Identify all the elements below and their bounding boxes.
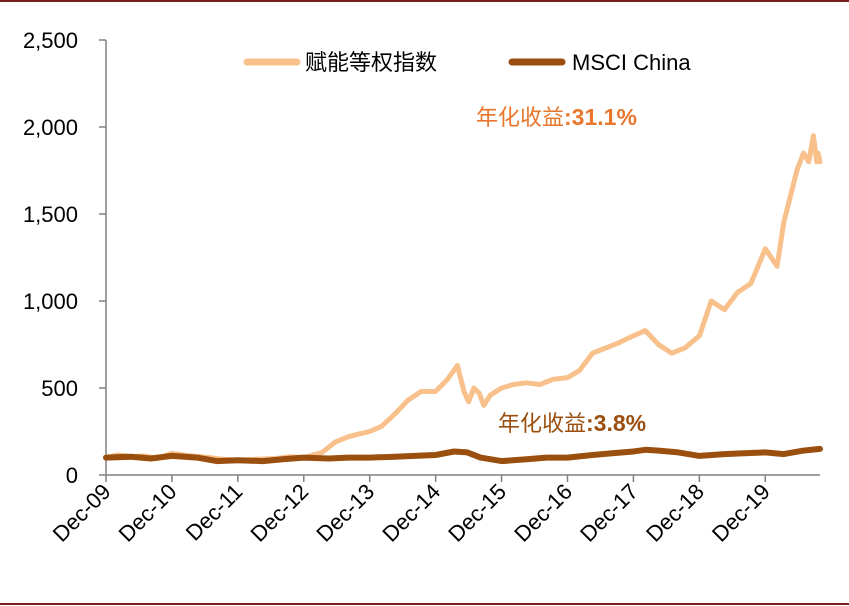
x-tick-label: Dec-11 — [181, 479, 248, 546]
y-tick-label: 1,500 — [23, 202, 78, 227]
x-tick-label: Dec-15 — [443, 479, 511, 547]
y-tick-label: 2,500 — [23, 28, 78, 53]
x-tick-label: Dec-16 — [509, 479, 577, 547]
x-tick-label: Dec-14 — [377, 479, 445, 547]
annotation-fuzheng-return: 年化收益:31.1% — [476, 104, 637, 130]
series-line-fuzheng — [103, 133, 823, 463]
y-tick-label: 1,000 — [23, 289, 78, 314]
x-tick-label: Dec-19 — [707, 479, 775, 547]
annotation-msci-label: 年化收益 — [498, 411, 586, 436]
annotation-fuzheng-value: :31.1% — [564, 104, 637, 130]
top-border — [0, 0, 849, 2]
y-tick-label: 0 — [66, 463, 78, 488]
annotation-msci-value: :3.8% — [586, 410, 646, 436]
y-tick-label: 500 — [41, 376, 78, 401]
x-tick-label: Dec-12 — [245, 479, 313, 547]
y-tick-label: 2,000 — [23, 115, 78, 140]
x-tick-label: Dec-17 — [575, 479, 643, 547]
series-line-msci-china — [103, 445, 823, 465]
bottom-border — [0, 603, 849, 605]
x-tick-label: Dec-10 — [114, 479, 182, 547]
legend: 赋能等权指数 MSCI China — [243, 50, 691, 75]
x-tick-label: Dec-18 — [641, 479, 709, 547]
series-layer — [103, 133, 823, 465]
annotation-msci-return: 年化收益:3.8% — [498, 410, 646, 436]
annotation-fuzheng-label: 年化收益 — [476, 105, 564, 130]
x-tick-label: Dec-09 — [48, 479, 116, 547]
y-axis: 0 500 1,000 1,500 2,000 2,500 — [23, 28, 107, 488]
legend-label-msci: MSCI China — [572, 50, 691, 75]
x-tick-label: Dec-13 — [311, 479, 379, 547]
legend-label-fuzheng: 赋能等权指数 — [305, 50, 437, 75]
